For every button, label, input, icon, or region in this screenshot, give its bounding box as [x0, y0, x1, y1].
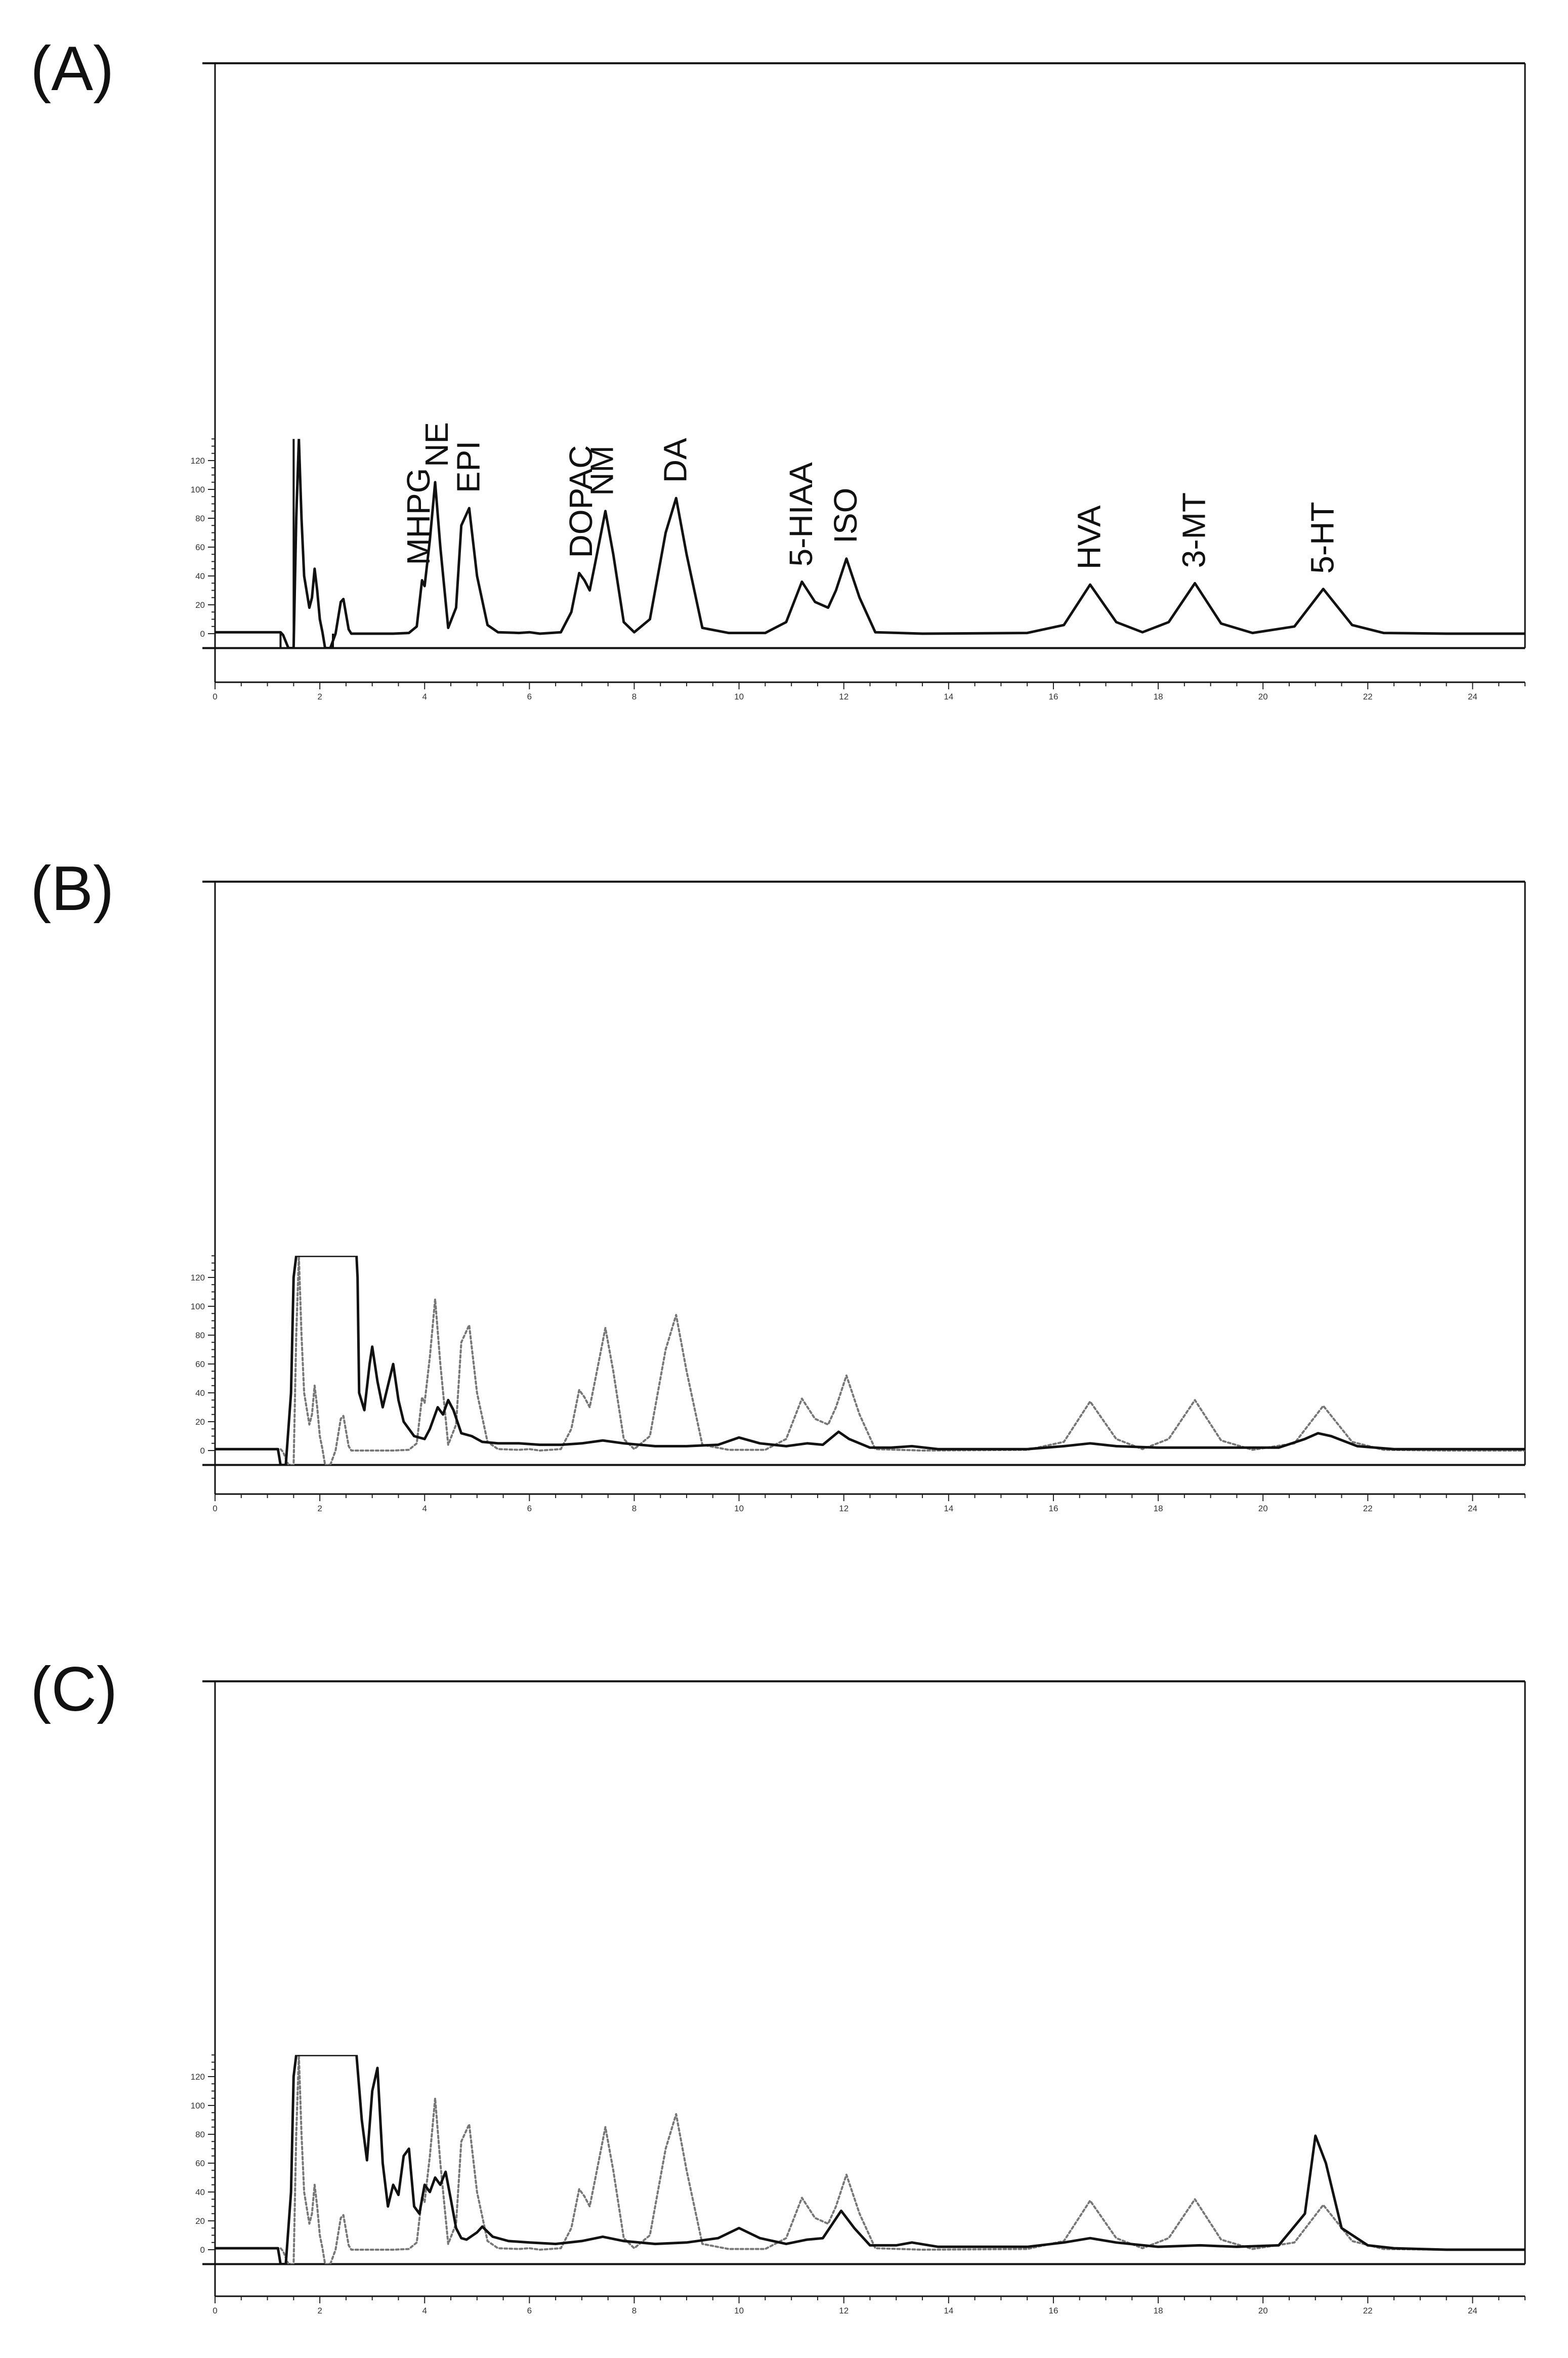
peak-label: NE: [418, 422, 455, 467]
y-tick-label: 20: [195, 600, 205, 610]
x-tick-label: 20: [1258, 1504, 1268, 1513]
peak-label: HVA: [1071, 505, 1107, 569]
y-tick-label: 0: [200, 1446, 205, 1456]
y-tick-label: 80: [195, 2130, 205, 2139]
y-tick-label: 40: [195, 571, 205, 581]
peak-label: 3-MT: [1176, 492, 1212, 568]
y-tick-label: 80: [195, 514, 205, 523]
reference-trace-dotted: [215, 2055, 1525, 2264]
x-tick-label: 4: [422, 2306, 427, 2315]
x-tick-label: 18: [1154, 1504, 1163, 1513]
x-tick-label: 4: [422, 692, 427, 701]
x-tick-label: 8: [632, 2306, 637, 2315]
y-tick-label: 100: [191, 485, 205, 494]
x-tick-label: 24: [1468, 1504, 1477, 1513]
x-tick-label: 6: [527, 2306, 532, 2315]
y-tick-label: 20: [195, 2216, 205, 2226]
sample-trace-solid: [215, 1256, 1525, 1465]
y-tick-label: 0: [200, 629, 205, 639]
y-tick-label: 20: [195, 1417, 205, 1427]
x-tick-label: 22: [1363, 1504, 1373, 1513]
peak-label: 5-HIAA: [783, 462, 819, 567]
x-tick-label: 6: [527, 1504, 532, 1513]
x-tick-label: 24: [1468, 2306, 1477, 2315]
x-tick-label: 22: [1363, 692, 1373, 701]
panel-label: (B): [30, 854, 114, 924]
x-tick-label: 18: [1154, 2306, 1163, 2315]
sample-trace-solid: [215, 2055, 1525, 2264]
y-tick-label: 80: [195, 1331, 205, 1340]
x-tick-label: 12: [839, 2306, 849, 2315]
x-tick-label: 2: [317, 692, 322, 701]
x-tick-label: 0: [213, 1504, 217, 1513]
x-tick-label: 14: [944, 692, 953, 701]
x-tick-label: 0: [213, 2306, 217, 2315]
x-tick-label: 22: [1363, 2306, 1373, 2315]
x-tick-label: 12: [839, 692, 849, 701]
peak-label: EPI: [450, 441, 486, 493]
y-tick-label: 120: [191, 1273, 205, 1283]
peak-label: 5-HT: [1304, 502, 1340, 573]
x-tick-label: 24: [1468, 692, 1477, 701]
x-tick-label: 12: [839, 1504, 849, 1513]
peak-label: DA: [657, 438, 693, 483]
peak-label: NM: [583, 445, 620, 496]
x-tick-label: 0: [213, 692, 217, 701]
x-tick-label: 10: [734, 1504, 744, 1513]
x-tick-label: 20: [1258, 2306, 1268, 2315]
y-tick-label: 100: [191, 2101, 205, 2111]
x-tick-label: 8: [632, 692, 637, 701]
x-tick-label: 14: [944, 2306, 953, 2315]
x-tick-label: 18: [1154, 692, 1163, 701]
panel-a: (A)0 2 4 6 8 10 12 14 16 18 20 22 24020406080100120M…: [30, 34, 1526, 701]
x-tick-label: 10: [734, 692, 744, 701]
x-tick-label: 20: [1258, 692, 1268, 701]
y-tick-label: 40: [195, 2187, 205, 2197]
y-tick-label: 0: [200, 2245, 205, 2255]
y-tick-label: 120: [191, 456, 205, 466]
x-tick-label: 14: [944, 1504, 953, 1513]
y-tick-label: 40: [195, 1388, 205, 1398]
y-tick-label: 60: [195, 543, 205, 552]
x-tick-label: 2: [317, 1504, 322, 1513]
x-tick-label: 4: [422, 1504, 427, 1513]
peak-label: ISO: [827, 488, 864, 544]
x-tick-label: 6: [527, 692, 532, 701]
peak-label: DOPAC: [563, 445, 599, 558]
x-tick-label: 10: [734, 2306, 744, 2315]
y-tick-label: 60: [195, 2159, 205, 2168]
y-tick-label: 120: [191, 2072, 205, 2082]
panel-label: (A): [30, 34, 114, 104]
x-tick-label: 2: [317, 2306, 322, 2315]
y-tick-label: 60: [195, 1359, 205, 1369]
panel-label: (C): [30, 1654, 117, 1724]
peak-label: MHPG: [400, 468, 437, 565]
x-tick-label: 16: [1048, 692, 1058, 701]
x-tick-label: 8: [632, 1504, 637, 1513]
x-tick-label: 16: [1048, 1504, 1058, 1513]
sample-trace-solid: [215, 439, 1525, 648]
y-tick-label: 100: [191, 1302, 205, 1311]
x-tick-label: 16: [1048, 2306, 1058, 2315]
